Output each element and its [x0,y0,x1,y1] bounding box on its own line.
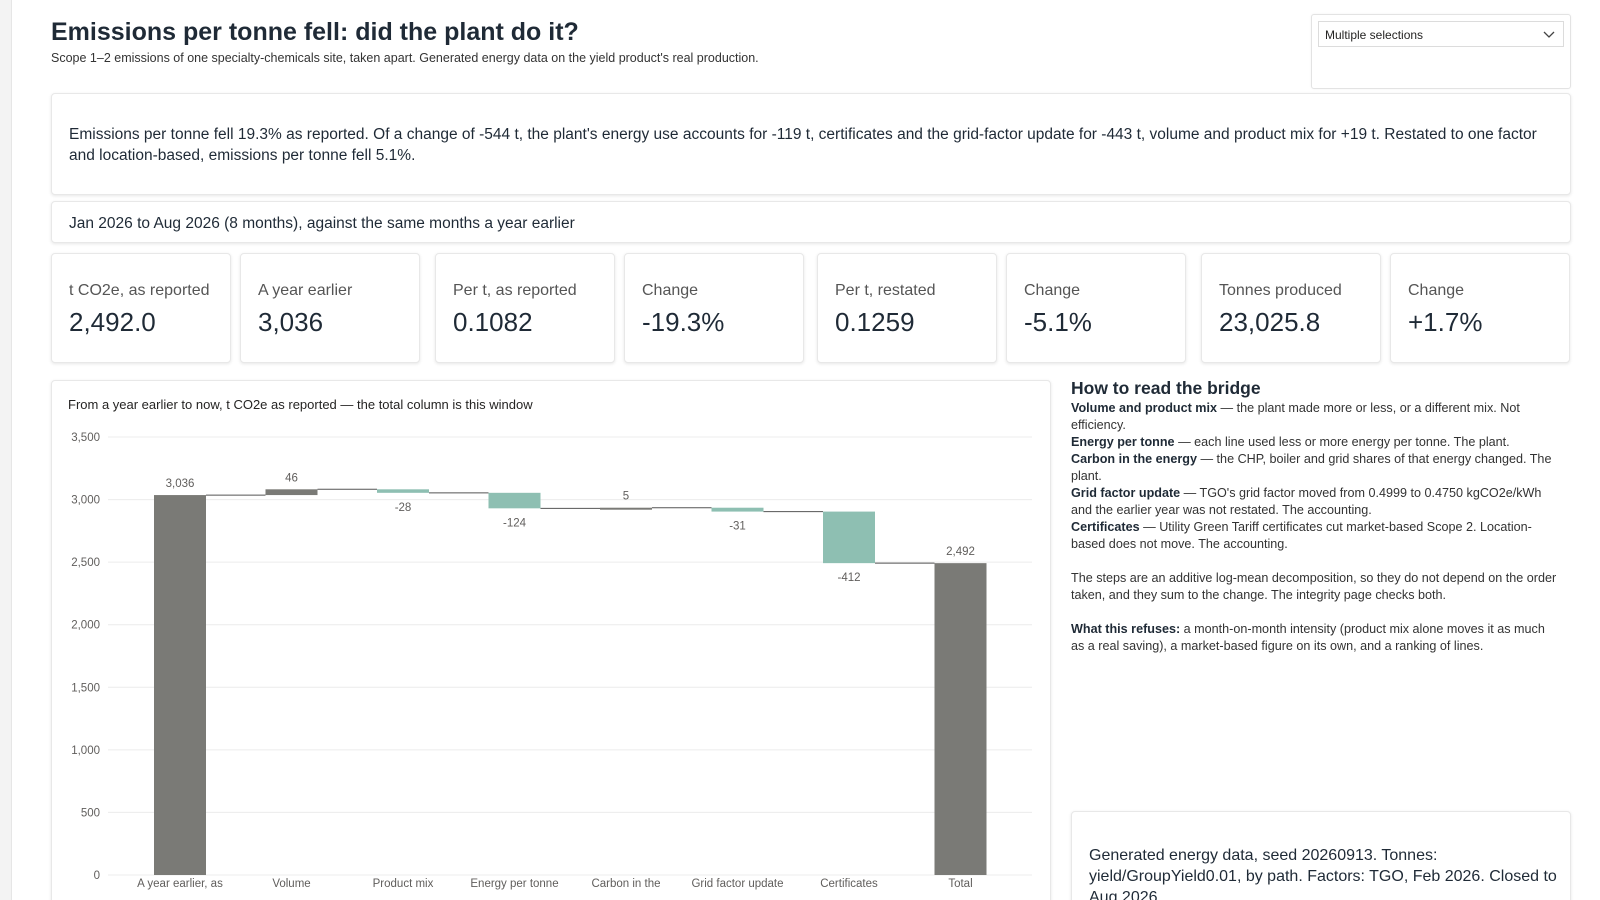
bar-value-label: 46 [285,472,298,484]
guide-item-grid: Grid factor update — TGO's grid factor m… [1071,485,1561,519]
guide-text: a month-on-month intensity (product mix … [1071,622,1545,653]
bar-value-label: -28 [395,502,412,514]
guide-text: — the plant made more or less, or a diff… [1071,401,1520,432]
x-tick-label: Carbon in the [591,878,660,890]
guide-refuses: What this refuses: a month-on-month inte… [1071,621,1561,655]
waterfall-bar [600,507,652,510]
waterfall-bar [823,511,875,564]
kpi-value: 0.1082 [453,307,533,337]
kpi-value: 0.1259 [835,307,915,337]
kpi-card-per-t-reported: Per t, as reported 0.1082 [435,253,615,363]
guide-item-volume: Volume and product mix — the plant made … [1071,400,1561,434]
chevron-down-icon[interactable] [1541,26,1557,42]
kpi-label: Change [642,282,699,299]
waterfall-bar [934,563,987,875]
slicer-dropdown[interactable]: Multiple selections [1318,21,1564,47]
guide-item-energy: Energy per tonne — each line used less o… [1071,434,1561,451]
guide-item-certificates: Certificates — Utility Green Tariff cert… [1071,519,1561,553]
waterfall-bar [711,507,764,512]
waterfall-bar [488,492,541,509]
guide-text: — the CHP, boiler and grid shares of tha… [1071,452,1552,483]
x-tick-label: Total [948,878,972,890]
page-title: Emissions per tonne fell: did the plant … [51,18,579,46]
guide-text: — each line used less or more energy per… [1174,435,1510,449]
kpi-value: 3,036 [258,307,324,337]
y-tick-label: 1,500 [71,682,100,694]
bar-value-label: 2,492 [946,546,975,558]
bar-value-label: -412 [837,572,860,584]
y-tick-label: 2,000 [71,620,100,632]
kpi-label: Per t, restated [835,282,936,299]
page-subtitle: Scope 1–2 emissions of one specialty-che… [51,51,759,65]
waterfall-bar [154,495,206,875]
period-slicer: Multiple selections [1311,14,1571,89]
kpi-value: 23,025.8 [1219,307,1321,337]
guide-text: — Utility Green Tariff certificates cut … [1071,520,1532,551]
window-card: Jan 2026 to Aug 2026 (8 months), against… [51,201,1571,243]
chart-title: From a year earlier to now, t CO2e as re… [68,397,533,412]
waterfall-bar [265,489,318,496]
y-tick-label: 1,000 [71,745,100,757]
slicer-value: Multiple selections [1325,28,1424,42]
reading-guide: How to read the bridge Volume and produc… [1071,378,1561,655]
x-tick-label: A year earlier, as [137,878,223,890]
guide-text: — TGO's grid factor moved from 0.4999 to… [1071,486,1542,517]
guide-term: Grid factor update [1071,486,1181,500]
y-tick-label: 3,000 [71,495,100,507]
x-tick-label: Grid factor update [691,878,783,890]
kpi-card-change-restated: Change -5.1% [1006,253,1186,363]
x-tick-label: Product mix [373,878,434,890]
kpi-card-change-tonnes: Change +1.7% [1390,253,1570,363]
kpi-card-change-reported: Change -19.3% [624,253,804,363]
waterfall-bar [377,489,429,493]
kpi-card-per-t-restated: Per t, restated 0.1259 [817,253,997,363]
kpi-card-tonnes: Tonnes produced 23,025.8 [1201,253,1381,363]
data-note-card: Generated energy data, seed 20260913. To… [1071,811,1571,900]
kpi-label: Change [1024,282,1081,299]
x-tick-label: Certificates [820,878,878,890]
data-note-text: Generated energy data, seed 20260913. To… [1089,847,1557,900]
summary-card: Emissions per tonne fell 19.3% as report… [51,93,1571,195]
guide-title: How to read the bridge [1071,378,1261,398]
guide-term: Carbon in the energy [1071,452,1197,466]
summary-text: Emissions per tonne fell 19.3% as report… [69,126,1537,164]
kpi-value: 2,492.0 [69,307,156,337]
kpi-value: +1.7% [1408,307,1483,337]
y-tick-label: 2,500 [71,557,100,569]
bar-value-label: -124 [503,517,527,529]
bar-value-label: 3,036 [166,478,195,490]
guide-term: Energy per tonne [1071,435,1175,449]
y-tick-label: 500 [81,807,100,819]
waterfall-chart-card: From a year earlier to now, t CO2e as re… [51,380,1051,900]
y-tick-label: 3,500 [71,432,100,444]
guide-method: The steps are an additive log-mean decom… [1071,571,1557,602]
kpi-label: A year earlier [258,282,353,299]
kpi-card-reported-total: t CO2e, as reported 2,492.0 [51,253,231,363]
waterfall-chart: 0 500 1,000 1,500 2,000 2,500 3,000 3,500 3,036 A… [71,432,1032,890]
guide-item-carbon: Carbon in the energy — the CHP, boiler a… [1071,451,1561,485]
kpi-card-year-earlier: A year earlier 3,036 [240,253,420,363]
window-text: Jan 2026 to Aug 2026 (8 months), against… [69,215,575,232]
kpi-value: -19.3% [642,307,725,337]
kpi-label: Change [1408,282,1465,299]
bar-value-label: 5 [623,491,629,503]
guide-term: Certificates [1071,520,1140,534]
kpi-label: Tonnes produced [1219,282,1342,299]
kpi-value: -5.1% [1024,307,1092,337]
x-tick-label: Volume [272,878,310,890]
bar-value-label: -31 [729,521,746,533]
guide-term: Volume and product mix [1071,401,1218,415]
x-tick-label: Energy per tonne [470,878,558,890]
kpi-label: t CO2e, as reported [69,282,210,299]
kpi-label: Per t, as reported [453,282,577,299]
y-tick-label: 0 [94,870,100,882]
guide-term: What this refuses: [1071,622,1181,636]
